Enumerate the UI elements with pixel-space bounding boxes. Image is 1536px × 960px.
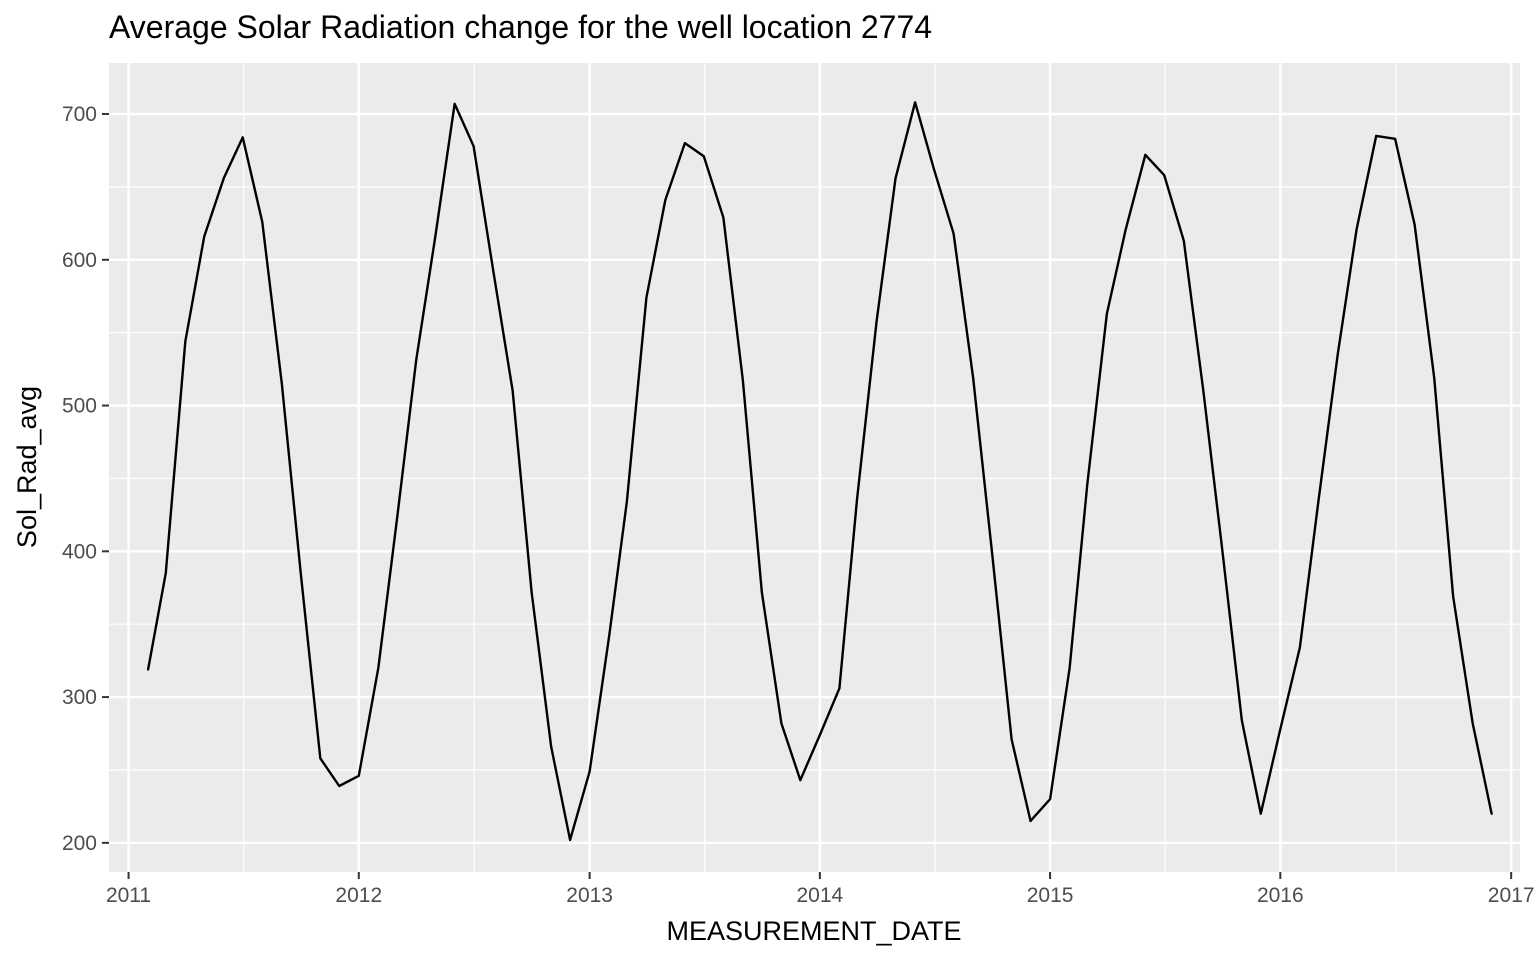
y-tick-label: 200 xyxy=(62,832,97,855)
y-tick-label: 400 xyxy=(62,540,97,563)
x-tick-label: 2011 xyxy=(106,884,151,907)
minor-gridlines xyxy=(109,63,1520,872)
x-tick-label: 2014 xyxy=(797,884,844,907)
y-tick-label: 500 xyxy=(62,395,97,418)
y-tick-label: 600 xyxy=(62,249,97,272)
x-tick-label: 2012 xyxy=(335,884,382,907)
series-line xyxy=(146,101,1493,842)
major-gridlines xyxy=(109,63,1520,872)
y-tick-label: 700 xyxy=(62,103,97,126)
x-axis-title: MEASUREMENT_DATE xyxy=(666,916,961,946)
y-tick-label: 300 xyxy=(62,686,97,709)
x-tick-label: 2013 xyxy=(566,884,613,907)
chart-title: Average Solar Radiation change for the w… xyxy=(109,9,932,45)
x-tick-label: 2016 xyxy=(1257,884,1304,907)
x-tick-label: 2017 xyxy=(1488,884,1535,907)
y-axis: 200 300 400 500 600 700 xyxy=(62,103,109,855)
series-layer xyxy=(146,101,1493,842)
x-axis: 2011 2012 2013 2014 2015 2016 2017 xyxy=(106,872,1535,907)
x-tick-label: 2015 xyxy=(1027,884,1074,907)
plot-panel xyxy=(109,63,1520,872)
y-axis-title: Sol_Rad_avg xyxy=(12,386,42,548)
